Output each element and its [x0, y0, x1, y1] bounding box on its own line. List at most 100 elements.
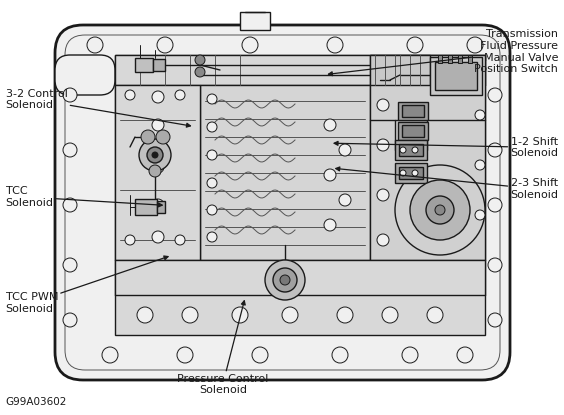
Circle shape: [177, 347, 193, 363]
Circle shape: [175, 235, 185, 245]
Circle shape: [426, 196, 454, 224]
Circle shape: [457, 347, 473, 363]
Circle shape: [195, 55, 205, 65]
Circle shape: [125, 90, 135, 100]
Circle shape: [282, 307, 298, 323]
Text: Pressure Control
Solenoid: Pressure Control Solenoid: [177, 301, 268, 395]
Bar: [115, 260, 485, 335]
Circle shape: [156, 130, 170, 144]
Bar: [402, 125, 424, 137]
Bar: [402, 105, 424, 117]
Circle shape: [242, 37, 258, 53]
Bar: [370, 55, 430, 85]
Circle shape: [182, 307, 198, 323]
Circle shape: [63, 143, 77, 157]
Circle shape: [475, 110, 485, 120]
Bar: [448, 55, 452, 63]
Circle shape: [232, 307, 248, 323]
Circle shape: [412, 147, 418, 153]
Circle shape: [377, 189, 389, 201]
Circle shape: [400, 170, 406, 176]
Circle shape: [63, 313, 77, 327]
Circle shape: [149, 165, 161, 177]
Bar: [157, 201, 165, 213]
Circle shape: [141, 130, 155, 144]
Circle shape: [102, 347, 118, 363]
Circle shape: [395, 165, 485, 255]
Circle shape: [412, 170, 418, 176]
Circle shape: [175, 90, 185, 100]
Circle shape: [427, 307, 443, 323]
Bar: [395, 140, 427, 160]
Circle shape: [207, 150, 217, 160]
Circle shape: [467, 37, 483, 53]
Circle shape: [324, 219, 336, 231]
Bar: [115, 55, 485, 85]
Bar: [435, 62, 477, 90]
Circle shape: [488, 313, 502, 327]
Text: G99A03602: G99A03602: [6, 397, 67, 407]
Circle shape: [475, 160, 485, 170]
FancyBboxPatch shape: [55, 55, 115, 95]
Circle shape: [125, 235, 135, 245]
Circle shape: [435, 205, 445, 215]
Circle shape: [400, 147, 406, 153]
Circle shape: [63, 198, 77, 212]
Bar: [398, 102, 428, 120]
Circle shape: [324, 119, 336, 131]
Circle shape: [377, 234, 389, 246]
Text: 3-2 Control
Solenoid: 3-2 Control Solenoid: [6, 89, 191, 127]
Circle shape: [332, 347, 348, 363]
Circle shape: [488, 198, 502, 212]
Bar: [458, 55, 462, 63]
Bar: [135, 58, 153, 72]
Circle shape: [152, 91, 164, 103]
Circle shape: [147, 147, 163, 163]
Bar: [240, 12, 270, 30]
Circle shape: [157, 37, 173, 53]
Circle shape: [252, 347, 268, 363]
Text: TCC PWM
Solenoid: TCC PWM Solenoid: [6, 256, 168, 314]
Circle shape: [475, 210, 485, 220]
Circle shape: [402, 347, 418, 363]
Circle shape: [207, 178, 217, 188]
Circle shape: [339, 194, 351, 206]
Circle shape: [339, 144, 351, 156]
Circle shape: [265, 260, 305, 300]
Circle shape: [273, 268, 297, 292]
Circle shape: [152, 231, 164, 243]
Bar: [115, 85, 200, 260]
Circle shape: [207, 122, 217, 132]
Circle shape: [207, 232, 217, 242]
Circle shape: [63, 258, 77, 272]
Bar: [399, 167, 423, 179]
Bar: [153, 59, 165, 71]
Circle shape: [337, 307, 353, 323]
Bar: [398, 122, 428, 140]
Bar: [115, 55, 485, 295]
Bar: [395, 163, 427, 183]
Circle shape: [410, 180, 470, 240]
Circle shape: [377, 139, 389, 151]
Circle shape: [280, 275, 290, 285]
Circle shape: [327, 37, 343, 53]
Circle shape: [324, 169, 336, 181]
Circle shape: [152, 199, 164, 211]
Circle shape: [207, 94, 217, 104]
Circle shape: [195, 67, 205, 77]
Bar: [370, 55, 485, 260]
Text: 1-2 Shift
Solenoid: 1-2 Shift Solenoid: [334, 137, 558, 158]
Circle shape: [207, 205, 217, 215]
Text: Transmission
Fluid Pressure
Manual Valve
Position Switch: Transmission Fluid Pressure Manual Valve…: [328, 29, 558, 76]
FancyBboxPatch shape: [55, 25, 510, 380]
Circle shape: [152, 152, 158, 158]
Text: TCC
Solenoid: TCC Solenoid: [6, 186, 162, 208]
Circle shape: [152, 161, 164, 173]
Circle shape: [139, 139, 171, 171]
Bar: [200, 85, 370, 260]
Bar: [430, 57, 482, 95]
Circle shape: [488, 143, 502, 157]
Bar: [399, 144, 423, 156]
Bar: [438, 55, 442, 63]
Text: 2-3 Shift
Solenoid: 2-3 Shift Solenoid: [336, 167, 558, 200]
